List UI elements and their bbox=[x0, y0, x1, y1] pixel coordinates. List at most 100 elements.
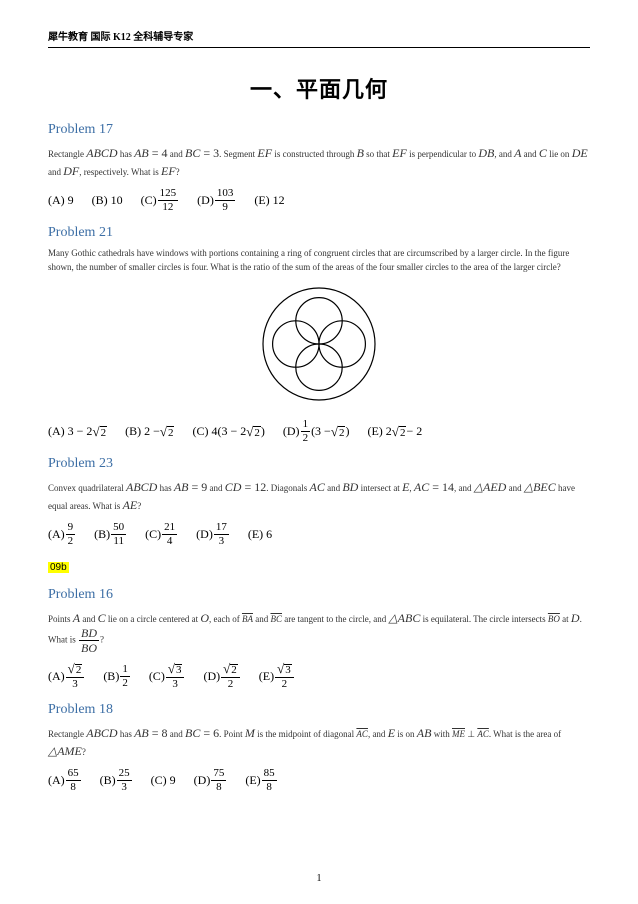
denominator: 8 bbox=[70, 781, 76, 793]
text: is the midpoint of diagonal bbox=[255, 729, 357, 739]
text: − 2 bbox=[406, 424, 422, 439]
numerator: 1 bbox=[120, 664, 130, 677]
radicand: 2 bbox=[167, 426, 175, 439]
text: and bbox=[506, 483, 524, 493]
text: , respectively. What is bbox=[79, 167, 161, 177]
text: . Segment bbox=[219, 149, 257, 159]
choice-d: (D) 12(3 − 2) bbox=[283, 419, 350, 444]
denominator: 9 bbox=[222, 201, 228, 213]
numerator: 85 bbox=[262, 768, 277, 781]
fraction: 92 bbox=[66, 522, 76, 547]
text: ? bbox=[100, 635, 104, 645]
segment: BO bbox=[548, 614, 560, 624]
problem-16-choices: (A) 23 (B) 12 (C) 33 (D) 22 (E) 32 bbox=[48, 662, 590, 690]
var: AC bbox=[309, 480, 324, 494]
choice-a: (A) 9 bbox=[48, 193, 74, 208]
label: (A) bbox=[48, 527, 65, 542]
radicand: 2 bbox=[253, 426, 261, 439]
var: DE bbox=[572, 146, 588, 160]
text: Rectangle bbox=[48, 729, 86, 739]
fraction: 758 bbox=[211, 768, 226, 793]
denominator: 3 bbox=[121, 781, 127, 793]
label: (B) bbox=[100, 773, 116, 788]
text: and bbox=[80, 614, 98, 624]
choice-c: (C) 214 bbox=[145, 522, 178, 547]
numerator: 50 bbox=[111, 522, 126, 535]
text: so that bbox=[364, 149, 392, 159]
text: has bbox=[118, 149, 135, 159]
choice-e: (E) 858 bbox=[245, 768, 277, 793]
text: . Diagonals bbox=[266, 483, 309, 493]
text: is equilateral. The circle intersects bbox=[420, 614, 548, 624]
circles-diagram-svg bbox=[254, 284, 384, 404]
denominator: 3 bbox=[172, 678, 178, 690]
text: . What is the area of bbox=[489, 729, 561, 739]
num: = 6 bbox=[200, 726, 219, 740]
var: BD bbox=[342, 480, 358, 494]
numerator: 3 bbox=[275, 662, 294, 678]
choice-a: (A) 92 bbox=[48, 522, 76, 547]
choice-e: (E) 22 − 2 bbox=[367, 424, 422, 440]
text: is constructed through bbox=[272, 149, 357, 159]
numerator: 21 bbox=[162, 522, 177, 535]
problem-23-text: Convex quadrilateral ABCD has AB = 9 and… bbox=[48, 478, 590, 514]
choice-e: (E) 12 bbox=[254, 193, 284, 208]
var: EF bbox=[257, 146, 272, 160]
choice-b: (B) 2 − 2 bbox=[125, 424, 174, 440]
text: and bbox=[48, 167, 63, 177]
sqrt: 2 bbox=[92, 424, 107, 440]
num: = 14 bbox=[429, 480, 454, 494]
radicand: 3 bbox=[284, 664, 292, 676]
fraction: 5011 bbox=[111, 522, 126, 547]
denominator: 2 bbox=[122, 677, 128, 689]
text: and bbox=[325, 483, 343, 493]
choice-a: (A) 23 bbox=[48, 662, 85, 690]
text: has bbox=[118, 729, 135, 739]
text: at bbox=[560, 614, 571, 624]
text: (3 − bbox=[311, 424, 331, 439]
numerator: 17 bbox=[214, 522, 229, 535]
choice-c: (C) 4(3 − 22) bbox=[192, 424, 264, 440]
label: (D) bbox=[197, 193, 214, 208]
segment: AC bbox=[477, 729, 489, 739]
num: = 3 bbox=[200, 146, 219, 160]
fraction: 12512 bbox=[158, 188, 179, 213]
numerator: 1 bbox=[301, 419, 311, 432]
var: AE bbox=[123, 498, 138, 512]
var: D bbox=[571, 611, 580, 625]
text: ? bbox=[82, 747, 86, 757]
denominator: 3 bbox=[72, 678, 78, 690]
choice-e: (E) 32 bbox=[259, 662, 295, 690]
text: and bbox=[168, 729, 186, 739]
label: (D) bbox=[283, 424, 300, 439]
choice-e: (E) 6 bbox=[248, 527, 272, 542]
choice-b: (B) 12 bbox=[103, 664, 131, 689]
var: DF bbox=[63, 164, 79, 178]
choice-c: (C) 12512 bbox=[141, 188, 180, 213]
fraction: 173 bbox=[214, 522, 229, 547]
var: △AME bbox=[48, 744, 82, 758]
text: Rectangle bbox=[48, 149, 86, 159]
text: , and bbox=[454, 483, 474, 493]
denominator: 12 bbox=[162, 201, 173, 213]
var: BC bbox=[185, 146, 200, 160]
denominator: 11 bbox=[113, 535, 124, 547]
text: ? bbox=[137, 501, 141, 511]
problem-18-text: Rectangle ABCD has AB = 8 and BC = 6. Po… bbox=[48, 724, 590, 760]
choice-c: (C) 9 bbox=[151, 773, 176, 788]
choice-d: (D) 1039 bbox=[197, 188, 236, 213]
var: C bbox=[98, 611, 106, 625]
inner-circle-bottom bbox=[296, 344, 342, 390]
radicand: 2 bbox=[230, 664, 238, 676]
var: AB bbox=[417, 726, 432, 740]
page-number: 1 bbox=[48, 873, 590, 884]
num: = 9 bbox=[189, 480, 208, 494]
choice-a: (A) 658 bbox=[48, 768, 82, 793]
radicand: 2 bbox=[338, 426, 346, 439]
denominator: 2 bbox=[282, 678, 288, 690]
page-header: 犀牛教育 国际 K12 全科辅导专家 bbox=[48, 28, 590, 48]
denominator: 2 bbox=[303, 432, 309, 444]
fraction: BDBO bbox=[79, 627, 99, 654]
problem-21-title: Problem 21 bbox=[48, 225, 590, 241]
numerator: 103 bbox=[215, 188, 236, 201]
